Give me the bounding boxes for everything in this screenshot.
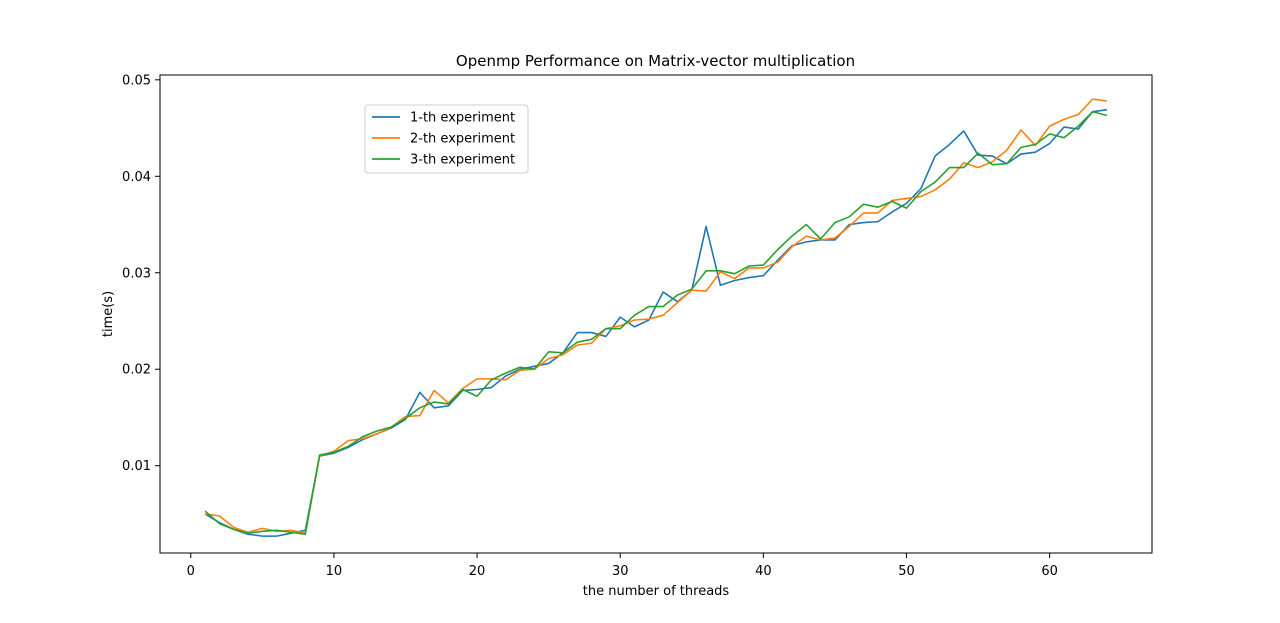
x-tick-label: 50 bbox=[898, 564, 915, 579]
x-tick-label: 0 bbox=[187, 564, 195, 579]
legend-box bbox=[364, 104, 529, 174]
plot-frame bbox=[159, 74, 1153, 554]
x-tick-label: 40 bbox=[755, 564, 772, 579]
y-tick-label: 0.03 bbox=[122, 266, 151, 281]
series-line-3 bbox=[204, 110, 1108, 535]
x-axis: 0 10 20 30 40 50 60 bbox=[187, 553, 1058, 579]
x-axis-label: the number of threads bbox=[583, 584, 730, 599]
x-tick-label: 30 bbox=[612, 564, 629, 579]
x-tick-label: 20 bbox=[469, 564, 486, 579]
y-tick-label: 0.02 bbox=[122, 363, 151, 378]
legend: 1-th experiment 2-th experiment 3-th exper… bbox=[364, 104, 529, 174]
y-axis: 0.01 0.02 0.03 0.04 0.05 bbox=[122, 73, 160, 474]
y-axis-label: time(s) bbox=[101, 291, 116, 337]
x-tick-label: 60 bbox=[1041, 564, 1058, 579]
legend-label-3: 3-th experiment bbox=[410, 153, 515, 168]
y-tick-label: 0.05 bbox=[122, 73, 151, 88]
x-tick-label: 10 bbox=[326, 564, 343, 579]
y-tick-label: 0.04 bbox=[122, 170, 151, 185]
series-line-2 bbox=[204, 98, 1108, 535]
legend-label-2: 2-th experiment bbox=[410, 132, 515, 147]
series-layer bbox=[204, 98, 1108, 537]
y-tick-label: 0.01 bbox=[122, 459, 151, 474]
plot-area bbox=[160, 75, 1152, 553]
legend-label-1: 1-th experiment bbox=[410, 111, 515, 126]
chart-title: Openmp Performance on Matrix-vector mult… bbox=[456, 52, 855, 70]
